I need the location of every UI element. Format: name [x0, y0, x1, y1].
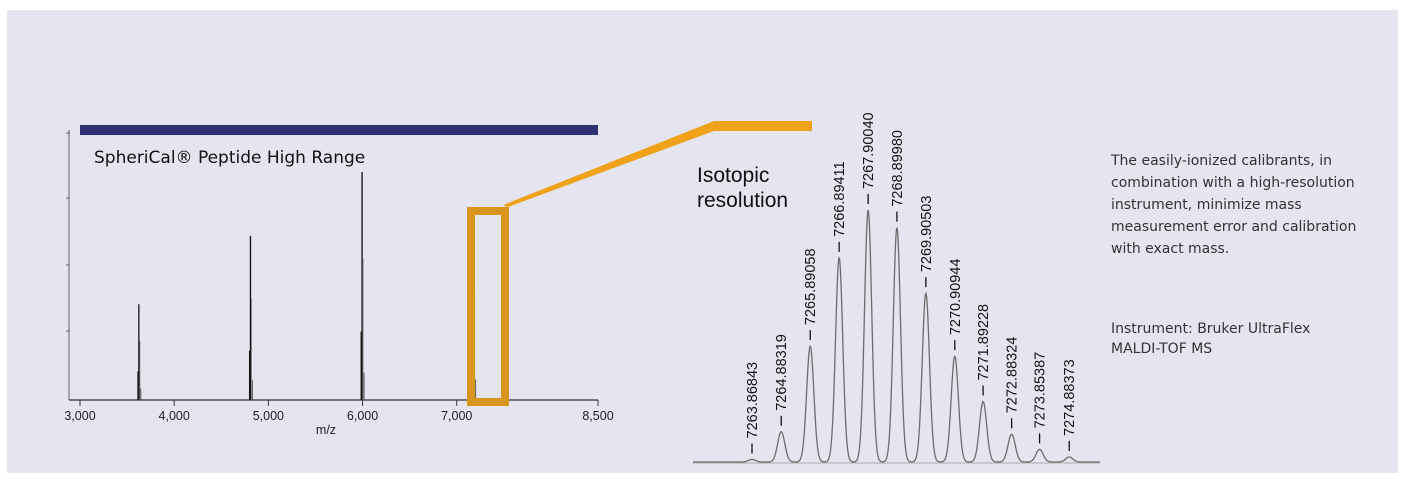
- isotope-peak-label: 7270.90944: [948, 259, 964, 336]
- isotope-peak-label: 7267.90040: [861, 112, 877, 189]
- isotope-peak-label: 7263.86843: [745, 362, 761, 439]
- isotope-peak-label: 7266.89411: [832, 161, 848, 237]
- isotope-peak-label: 7272.88324: [1005, 337, 1021, 414]
- isotope-peak-label: 7271.89228: [976, 304, 992, 381]
- instrument-text: Instrument: Bruker UltraFlex MALDI-TOF M…: [1111, 321, 1311, 357]
- x-tick-label: 6,000: [347, 409, 378, 423]
- spectrum-peaks: [137, 172, 477, 400]
- isotope-peak-label: 7265.89058: [803, 248, 819, 325]
- isotope-peak-labels: 7263.86843 7264.88319 7265.89058 7266.89411…: [745, 112, 1078, 438]
- isotope-zoom-chart: Isotopic resolution 7263.86843 7264.88319…: [693, 112, 1100, 464]
- zoom-connector: [503, 121, 812, 207]
- description-text: The easily-ionized calibrants, in combin…: [1111, 153, 1357, 257]
- y-axis-ticks: [66, 132, 70, 332]
- x-tick-label: 8,500: [582, 409, 613, 423]
- highlight-box: [467, 207, 509, 406]
- isotope-peak-ticks: [751, 194, 1070, 454]
- spectrum-peak-group: [360, 172, 365, 400]
- isotope-peak-label: 7274.88373: [1062, 359, 1078, 436]
- zoom-title-line1: Isotopic: [697, 164, 769, 187]
- title-banner: [80, 125, 598, 135]
- x-tick-label: 5,000: [253, 409, 284, 423]
- figure-panel: [7, 10, 1398, 473]
- chart-title: SpheriCal® Peptide High Range: [94, 148, 365, 168]
- spectrum-peak-group: [137, 304, 142, 400]
- x-tick-label: 7,000: [441, 409, 472, 423]
- x-axis-label: m/z: [316, 423, 336, 437]
- x-axis-ticks: 3,000 4,000 5,000 6,000 7,000 8,500: [64, 400, 614, 423]
- isotope-trace: [693, 209, 1100, 463]
- isotope-peak-label: 7269.90503: [919, 196, 935, 273]
- x-tick-label: 3,000: [64, 409, 95, 423]
- full-spectrum-chart: SpheriCal® Peptide High Range 3,000 4,000…: [64, 125, 614, 437]
- x-tick-label: 4,000: [159, 409, 190, 423]
- isotope-peak-label: 7264.88319: [774, 334, 790, 411]
- zoom-title-line2: resolution: [697, 189, 788, 212]
- isotope-peak-label: 7273.85387: [1033, 352, 1049, 429]
- isotope-peak-label: 7268.89980: [890, 130, 906, 207]
- spectrum-peak-group: [248, 235, 253, 400]
